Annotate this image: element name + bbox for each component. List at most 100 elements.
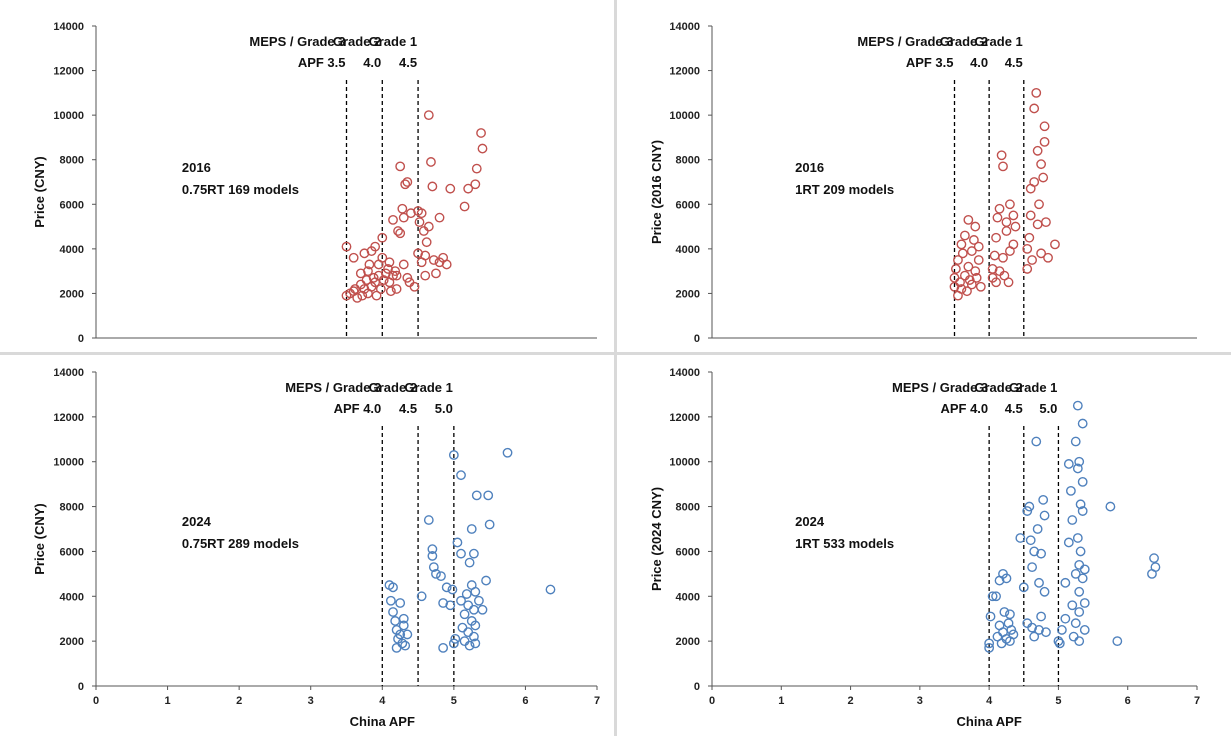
- data-point: [441, 582, 452, 593]
- data-point: [385, 595, 396, 606]
- data-point: [416, 591, 427, 602]
- data-point: [1034, 625, 1044, 635]
- data-point: [1053, 636, 1064, 647]
- data-point: [1032, 145, 1043, 156]
- x-tick-label: 5: [451, 695, 457, 707]
- series-annotation: 2016: [182, 160, 211, 175]
- data-point: [341, 241, 352, 252]
- data-point: [1072, 533, 1083, 543]
- x-tick-label: 6: [1125, 695, 1131, 707]
- x-tick-label: 0: [93, 695, 99, 707]
- threshold-label: 5.0: [435, 401, 453, 416]
- data-point: [348, 252, 359, 263]
- data-point: [1024, 232, 1035, 243]
- data-point: [1025, 535, 1036, 546]
- data-point: [463, 183, 474, 194]
- data-point: [388, 270, 398, 281]
- data-point: [427, 544, 438, 555]
- y-tick-label: 10000: [53, 110, 84, 122]
- y-tick-label: 14000: [669, 21, 700, 33]
- data-point: [393, 226, 403, 236]
- data-point: [971, 272, 982, 283]
- data-point: [1079, 564, 1090, 575]
- data-point: [1032, 219, 1043, 230]
- data-point: [1031, 436, 1042, 447]
- data-point: [1031, 87, 1042, 98]
- data-point: [468, 604, 479, 615]
- data-point: [363, 266, 373, 277]
- x-tick-label: 3: [917, 695, 923, 707]
- x-tick-label: 6: [522, 695, 528, 707]
- data-point: [1150, 562, 1161, 573]
- threshold-label: 4.5: [1005, 401, 1023, 416]
- data-point: [1018, 582, 1029, 593]
- data-point: [985, 611, 996, 622]
- data-point: [428, 562, 439, 573]
- data-point: [1008, 629, 1019, 640]
- data-point: [476, 128, 486, 138]
- data-point: [461, 589, 472, 599]
- data-point: [1070, 618, 1081, 629]
- data-point: [1027, 255, 1037, 265]
- data-point: [1022, 243, 1033, 254]
- data-point: [423, 221, 434, 232]
- threshold-label: Grade 1: [369, 34, 417, 49]
- data-point: [970, 266, 981, 277]
- data-point: [1001, 226, 1012, 236]
- threshold-label: 4.5: [399, 401, 417, 416]
- data-point: [1043, 252, 1053, 263]
- data-point: [1036, 611, 1047, 622]
- scatter-chart-br: 0 2000 4000 6000 8000 10000 12000 14000 0 1 2 3 4 5 6 7…: [649, 367, 1200, 729]
- data-point: [391, 284, 402, 294]
- data-point: [370, 241, 381, 252]
- x-tick-label: 3: [308, 695, 314, 707]
- data-point: [1072, 463, 1083, 474]
- data-point: [502, 447, 513, 458]
- data-point: [1029, 177, 1040, 187]
- data-point: [1029, 546, 1040, 557]
- series-annotation: 2024: [795, 514, 825, 529]
- data-point: [409, 281, 420, 292]
- threshold-label: Grade 1: [974, 34, 1022, 49]
- x-tick-label: 2: [236, 695, 242, 707]
- y-tick-label: 14000: [53, 21, 84, 33]
- data-point: [1034, 577, 1044, 588]
- y-tick-label: 12000: [669, 412, 700, 424]
- y-tick-label: 2000: [60, 288, 84, 300]
- y-tick-label: 4000: [676, 244, 700, 256]
- data-point: [471, 490, 482, 501]
- x-tick-label: 2: [848, 695, 854, 707]
- data-point: [1077, 573, 1088, 584]
- data-point: [1075, 499, 1086, 510]
- data-point: [1054, 638, 1065, 649]
- data-point: [950, 264, 961, 274]
- data-point: [397, 203, 408, 214]
- data-point: [1068, 631, 1079, 642]
- series-annotation: 1RT 533 models: [795, 536, 894, 551]
- data-point: [1027, 622, 1037, 633]
- data-point: [459, 609, 470, 620]
- data-point: [1039, 136, 1050, 147]
- data-point: [973, 241, 984, 252]
- data-point: [459, 201, 470, 212]
- data-point: [414, 217, 425, 228]
- threshold-label: APF 4.0: [334, 401, 382, 416]
- x-tick-label: 7: [594, 695, 600, 707]
- data-point: [1027, 562, 1037, 573]
- data-point: [423, 110, 434, 121]
- data-point: [1024, 501, 1035, 512]
- threshold-label: Grade 2: [333, 34, 381, 49]
- threshold-label: Grade 1: [1009, 380, 1057, 395]
- data-point: [1067, 600, 1078, 611]
- data-point: [1010, 221, 1021, 232]
- data-point: [428, 255, 439, 265]
- y-tick-label: 12000: [53, 66, 84, 78]
- data-point: [445, 600, 456, 611]
- data-point: [402, 629, 413, 640]
- y-tick-label: 2000: [60, 636, 84, 648]
- threshold-label: Grade 2: [940, 34, 988, 49]
- data-point: [421, 237, 432, 248]
- data-point: [471, 163, 482, 174]
- y-tick-label: 4000: [60, 591, 84, 603]
- data-point: [447, 584, 458, 595]
